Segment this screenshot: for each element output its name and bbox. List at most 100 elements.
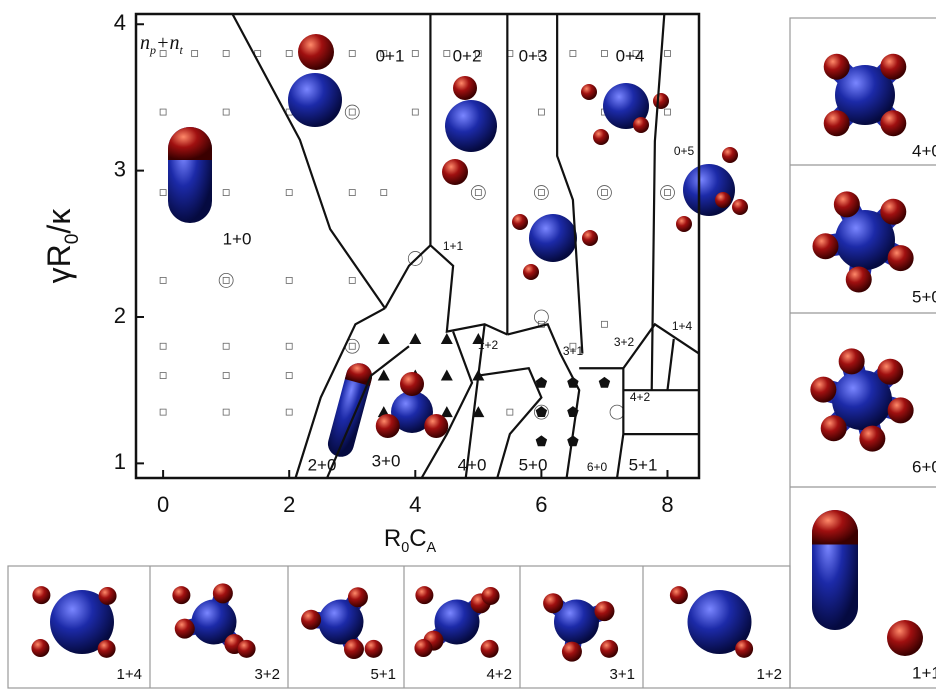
y-tick-label: 4 — [114, 10, 126, 35]
blob — [880, 199, 906, 225]
blob — [344, 639, 364, 659]
marker — [534, 310, 548, 324]
y-tick-label: 1 — [114, 449, 126, 474]
blob — [810, 377, 836, 403]
marker — [219, 273, 233, 287]
corner-label-part: t — [180, 43, 184, 57]
blob — [348, 587, 368, 607]
region-label: 4+0 — [458, 455, 487, 474]
region-label: 1+0 — [223, 229, 252, 248]
x-axis-label-part: 0 — [401, 540, 409, 556]
x-tick-label: 8 — [661, 492, 673, 517]
blob — [880, 110, 906, 136]
region-label: 0+2 — [453, 46, 482, 65]
blob — [582, 230, 598, 246]
phase-boundary — [667, 339, 673, 390]
marker — [378, 370, 390, 381]
phase-boundary — [385, 245, 430, 308]
region-label: 0+5 — [674, 144, 695, 158]
blob — [98, 640, 116, 658]
blob — [683, 164, 735, 216]
marker — [223, 190, 229, 196]
x-tick-label: 4 — [409, 492, 421, 517]
blob — [31, 639, 49, 657]
blob — [523, 264, 539, 280]
marker — [286, 190, 292, 196]
x-tick-label: 0 — [157, 492, 169, 517]
marker — [286, 51, 292, 57]
marker — [534, 186, 548, 200]
region-label: 3+2 — [614, 335, 635, 349]
capsule-blob — [325, 360, 375, 459]
blob — [676, 216, 692, 232]
marker — [664, 109, 670, 115]
blob — [594, 601, 614, 621]
blob — [846, 267, 872, 293]
marker — [286, 409, 292, 415]
marker — [223, 277, 229, 283]
x-tick-label: 6 — [535, 492, 547, 517]
region-label: 0+1 — [376, 46, 405, 65]
blob — [99, 587, 117, 605]
marker — [441, 406, 453, 417]
marker — [223, 373, 229, 379]
phase-boundary — [652, 14, 665, 390]
blob — [732, 199, 748, 215]
marker — [286, 277, 292, 283]
region-label: 1+1 — [443, 239, 464, 253]
panel-label: 3+1 — [610, 666, 635, 683]
y-tick-label: 3 — [114, 156, 126, 181]
corner-label-part: n — [140, 32, 150, 54]
panel-label: 6+0 — [912, 457, 936, 476]
blob — [887, 620, 923, 656]
marker — [223, 343, 229, 349]
blob — [238, 640, 256, 658]
marker — [349, 277, 355, 283]
blob — [288, 73, 342, 127]
y-axis-label: γR0/κ — [41, 208, 82, 284]
marker — [412, 51, 418, 57]
capsule-blob — [168, 127, 212, 223]
marker — [381, 190, 387, 196]
blob — [581, 84, 597, 100]
blob — [888, 397, 914, 423]
x-axis-label: R0CA — [384, 525, 437, 555]
marker — [601, 51, 607, 57]
panel-label: 1+4 — [117, 666, 142, 683]
marker — [349, 51, 355, 57]
blob — [859, 426, 885, 452]
blob — [543, 593, 563, 613]
corner-label-part: + — [156, 32, 170, 54]
blob — [824, 110, 850, 136]
marker — [507, 409, 513, 415]
marker — [536, 435, 547, 446]
marker — [444, 51, 450, 57]
panel-label: 5+1 — [371, 666, 396, 683]
blob — [481, 640, 499, 658]
panel-label: 5+0 — [912, 287, 936, 306]
phase-boundary — [557, 14, 582, 354]
figure: 024681234np+ntR0CAγR0/κ1+00+10+20+30+40+… — [0, 0, 936, 689]
marker — [409, 333, 421, 344]
y-tick-label: 2 — [114, 303, 126, 328]
marker — [597, 186, 611, 200]
blob — [633, 117, 649, 133]
blob — [172, 586, 190, 604]
region-label: 1+4 — [672, 319, 693, 333]
marker — [160, 343, 166, 349]
corner-label: np+nt — [140, 32, 184, 57]
blob — [834, 191, 860, 217]
blob — [593, 129, 609, 145]
blob — [415, 586, 433, 604]
region-label: 2+0 — [308, 455, 337, 474]
panel-label: 1+1 — [912, 663, 936, 682]
corner-label-part: p — [149, 43, 156, 57]
capsule-blob — [812, 510, 858, 630]
x-axis-label-part: R — [384, 525, 401, 552]
marker — [160, 277, 166, 283]
region-label: 0+3 — [519, 46, 548, 65]
panel-label: 4+0 — [912, 141, 936, 160]
blob — [512, 214, 528, 230]
marker — [660, 186, 674, 200]
marker — [160, 373, 166, 379]
